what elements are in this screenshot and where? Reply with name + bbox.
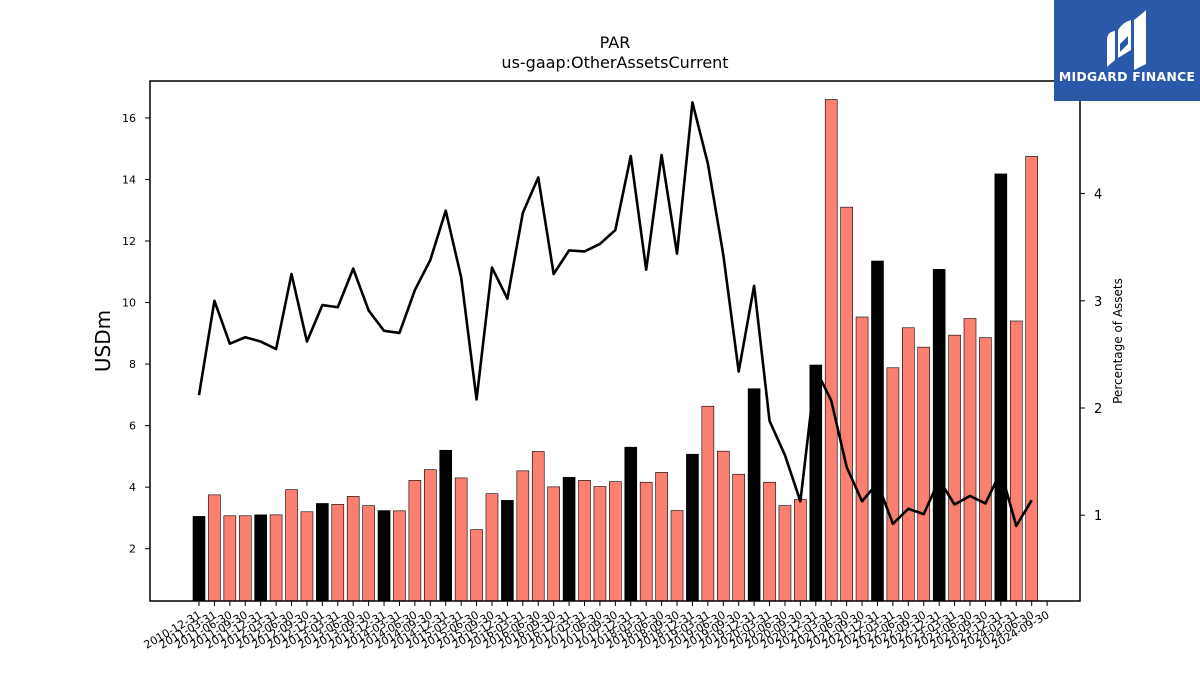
bar: [701, 405, 715, 602]
bar: [824, 99, 838, 602]
y2-axis-label: Percentage of Assets: [1111, 278, 1125, 404]
bar: [840, 206, 853, 602]
bar: [408, 480, 422, 602]
bar: [516, 470, 530, 602]
logo-mark-icon: [1107, 10, 1146, 70]
bar: [979, 337, 992, 602]
bar: [794, 499, 807, 602]
bar: [609, 481, 622, 602]
bar: [902, 327, 915, 602]
y2-tick-label: 1: [1094, 509, 1102, 524]
bar: [639, 481, 653, 602]
bar: [732, 473, 746, 602]
bar: [562, 477, 576, 602]
bar: [670, 510, 684, 602]
bar: [1009, 320, 1023, 602]
bar: [624, 446, 638, 602]
bar: [963, 318, 977, 602]
bar: [871, 260, 884, 602]
chart-subtitle: us-gaap:OtherAssetsCurrent: [501, 53, 728, 72]
y2-tick-label: 4: [1094, 188, 1102, 203]
bar: [316, 503, 329, 602]
bar: [285, 489, 298, 602]
bar: [1025, 156, 1038, 602]
bars-layer: [192, 99, 1038, 602]
bar: [331, 504, 345, 602]
percentage-line: [197, 101, 1033, 528]
bar: [393, 510, 406, 602]
bar: [423, 469, 437, 602]
bar: [192, 516, 206, 602]
left-axis: 2 4 6 8 10 12 14 16: [122, 112, 150, 556]
bar: [470, 529, 483, 602]
logo-text: MIDGARD FINANCE: [1058, 69, 1196, 84]
bar: [747, 388, 761, 602]
bar: [377, 510, 391, 602]
bar: [886, 367, 900, 602]
bar: [655, 472, 668, 602]
bar: [269, 514, 283, 602]
bar: [778, 505, 792, 602]
bar: [578, 480, 591, 602]
bar: [238, 515, 252, 602]
bar: [686, 453, 699, 602]
line-layer: [197, 101, 1033, 528]
x-axis: 2010-12-312011-03-312011-06-302011-09-30…: [142, 601, 1052, 652]
bar: [454, 477, 468, 602]
bar: [485, 493, 499, 602]
y-tick-label: 8: [129, 358, 136, 371]
bar: [223, 515, 237, 602]
bar: [994, 173, 1008, 602]
bar: [917, 346, 931, 602]
y-axis-label: USDm: [91, 310, 115, 372]
chart-title: PAR: [600, 33, 631, 52]
y-tick-label: 14: [122, 173, 136, 186]
bar: [763, 481, 776, 602]
bar: [439, 449, 453, 602]
bar: [501, 500, 514, 602]
y2-tick-label: 3: [1094, 295, 1102, 310]
y-tick-label: 4: [129, 481, 136, 494]
y2-tick-label: 2: [1094, 402, 1102, 417]
midgard-finance-logo: MIDGARD FINANCE: [1054, 0, 1200, 101]
y-tick-label: 10: [122, 297, 136, 310]
y-tick-label: 12: [122, 235, 136, 248]
bar: [254, 514, 267, 602]
bar: [593, 486, 607, 602]
y-tick-label: 6: [129, 420, 136, 433]
bar: [547, 486, 560, 602]
bar: [531, 451, 545, 602]
bar: [208, 494, 221, 602]
y-tick-label: 16: [122, 112, 136, 125]
bar: [932, 269, 946, 602]
bar: [948, 334, 961, 602]
bar: [716, 450, 730, 602]
bar: [346, 496, 360, 602]
bar: [855, 316, 869, 602]
bar: [362, 505, 375, 602]
right-axis: 1 2 3 4: [1080, 188, 1102, 524]
y-tick-label: 2: [129, 543, 136, 556]
bar: [300, 511, 314, 602]
